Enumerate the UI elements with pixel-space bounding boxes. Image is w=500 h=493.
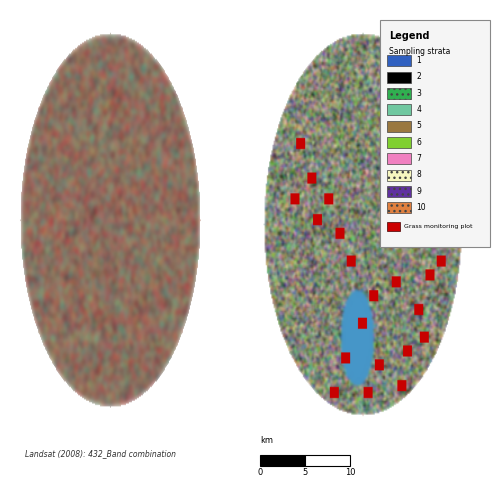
Bar (305, 455, 350, 466)
Bar (386, 221, 400, 231)
Text: km: km (260, 436, 273, 445)
Text: 5: 5 (416, 121, 421, 130)
Text: Landsat (2008): 432_Band combination: Landsat (2008): 432_Band combination (25, 449, 176, 458)
Bar (260, 455, 305, 466)
Text: 0: 0 (258, 468, 262, 477)
Text: Grass monitoring plot: Grass monitoring plot (404, 224, 472, 229)
Bar (386, 55, 411, 66)
Text: 8: 8 (416, 171, 421, 179)
Text: 9: 9 (416, 187, 421, 196)
Bar (386, 121, 411, 132)
Text: Legend: Legend (389, 31, 430, 41)
Bar (386, 105, 411, 115)
Bar (386, 71, 411, 82)
Text: 10: 10 (416, 203, 426, 212)
Text: 5: 5 (302, 468, 308, 477)
FancyBboxPatch shape (380, 20, 490, 246)
Bar (386, 170, 411, 180)
Bar (386, 202, 411, 213)
Text: 7: 7 (416, 154, 421, 163)
Text: Sampling strata: Sampling strata (389, 47, 450, 56)
Text: 6: 6 (416, 138, 421, 147)
Text: 1: 1 (416, 56, 421, 65)
Bar (386, 186, 411, 197)
Bar (386, 137, 411, 148)
Text: 2: 2 (416, 72, 421, 81)
Text: 4: 4 (416, 105, 421, 114)
Text: 10: 10 (345, 468, 355, 477)
Bar (386, 88, 411, 99)
Text: 3: 3 (416, 89, 421, 98)
Bar (386, 153, 411, 164)
